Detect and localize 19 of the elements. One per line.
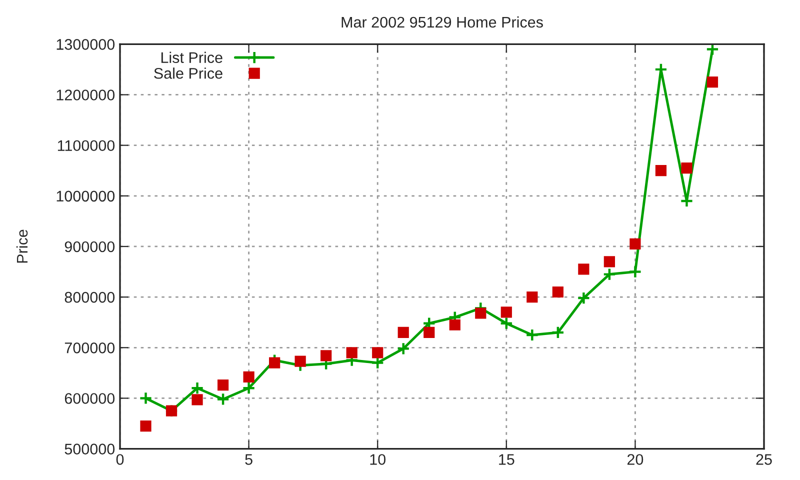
x-tick-label: 15 (499, 454, 514, 465)
x-tick-label: 25 (756, 454, 772, 465)
x-tick-label: 20 (627, 454, 644, 465)
y-tick-label: 1300000 (56, 39, 115, 50)
y-tick-label: 600000 (64, 393, 115, 404)
x-tick-label: 0 (116, 454, 124, 465)
y-tick-label: 900000 (64, 241, 115, 252)
legend-label: List Price (161, 52, 222, 64)
y-axis-title: Price (16, 230, 28, 263)
chart-title: Mar 2002 95129 Home Prices (342, 16, 543, 28)
legend-label: Sale Price (154, 68, 222, 79)
y-tick-label: 1200000 (56, 90, 115, 100)
y-tick-label: 1100000 (58, 140, 115, 152)
y-tick-label: 800000 (64, 292, 115, 303)
y-tick-label: 1000000 (56, 190, 115, 202)
x-tick-label: 5 (245, 454, 252, 465)
x-tick-label: 10 (370, 454, 386, 465)
y-tick-label: 500000 (64, 444, 115, 454)
y-tick-label: 700000 (64, 342, 115, 354)
